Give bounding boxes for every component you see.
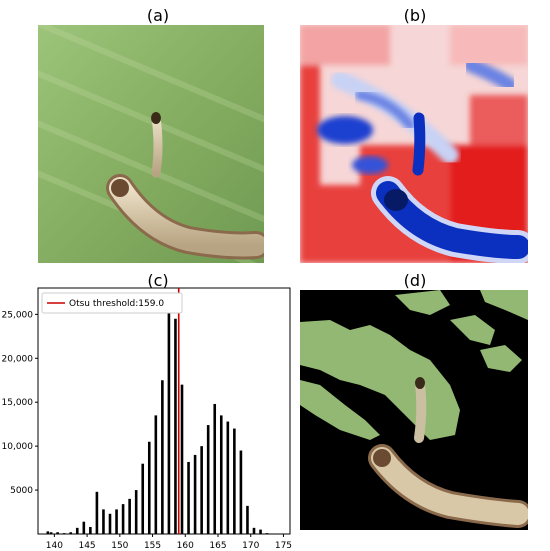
histogram-bar [252, 527, 256, 534]
y-tick-label: 25,000 [2, 310, 34, 320]
histogram-bar [134, 490, 138, 534]
histogram-bar [193, 454, 197, 534]
histogram-bar [108, 513, 112, 534]
x-tick-label: 160 [177, 541, 194, 551]
histogram-bar [62, 533, 66, 534]
histogram-bar [46, 531, 50, 534]
x-tick-label: 150 [111, 541, 128, 551]
original-image-panel [38, 25, 264, 263]
y-tick-label: 5000 [10, 486, 33, 496]
heatmap-panel [300, 25, 528, 263]
histogram-bar [121, 504, 125, 534]
histogram-bar [219, 415, 223, 534]
histogram-bar [95, 491, 99, 534]
histogram-bar [167, 303, 171, 534]
histogram-bar [259, 529, 262, 534]
histogram-bar [174, 318, 177, 534]
histogram-bar [213, 403, 217, 534]
histogram-bar [187, 461, 190, 534]
histogram-bar [147, 441, 151, 534]
plot-frame [37, 287, 291, 535]
x-tick-label: 170 [242, 541, 259, 551]
histogram-bar [128, 498, 131, 534]
histogram-bar [82, 521, 86, 534]
y-tick-label: 20,000 [2, 354, 34, 364]
histogram-bar [180, 384, 184, 534]
larvae-photo [38, 25, 264, 263]
segmented-image [300, 290, 528, 530]
y-tick-label: 10,000 [2, 442, 34, 452]
x-tick-label: 175 [275, 541, 292, 551]
panel-label-d: (d) [403, 271, 427, 290]
histogram-bar [233, 428, 236, 534]
x-tick-label: 165 [209, 541, 226, 551]
histogram-bar [102, 509, 105, 534]
panel-label-b: (b) [403, 6, 427, 25]
histogram-bar [141, 463, 145, 534]
histogram-chart: 140 145 150 155 160 165 170 175 5000 10,000 15,000… [2, 287, 292, 551]
histogram-bar [69, 532, 73, 534]
histogram-bar [200, 446, 203, 534]
y-tick-label: 15,000 [2, 398, 34, 408]
legend-box [41, 292, 183, 314]
histogram-bar [206, 425, 210, 534]
histogram-bar [75, 527, 79, 534]
x-tick-label: 145 [78, 541, 95, 551]
legend-label: Otsu threshold:159.0 [69, 299, 164, 309]
histogram-bar [246, 505, 249, 534]
histogram-bar [154, 415, 158, 534]
histogram-bar [265, 533, 269, 534]
segmentation-panel [300, 290, 528, 530]
histogram-bar [239, 450, 243, 534]
histogram-bar [56, 532, 59, 534]
heatmap-image [300, 25, 528, 263]
histogram-bar [226, 421, 230, 534]
histogram-bar [115, 509, 118, 534]
panel-label-c: (c) [147, 271, 169, 290]
x-tick-label: 140 [46, 541, 63, 551]
panel-label-a: (a) [146, 6, 170, 25]
histogram-bar [49, 532, 53, 534]
histogram-bar [89, 526, 92, 534]
histogram-bar [161, 380, 164, 534]
x-tick-label: 155 [144, 541, 161, 551]
